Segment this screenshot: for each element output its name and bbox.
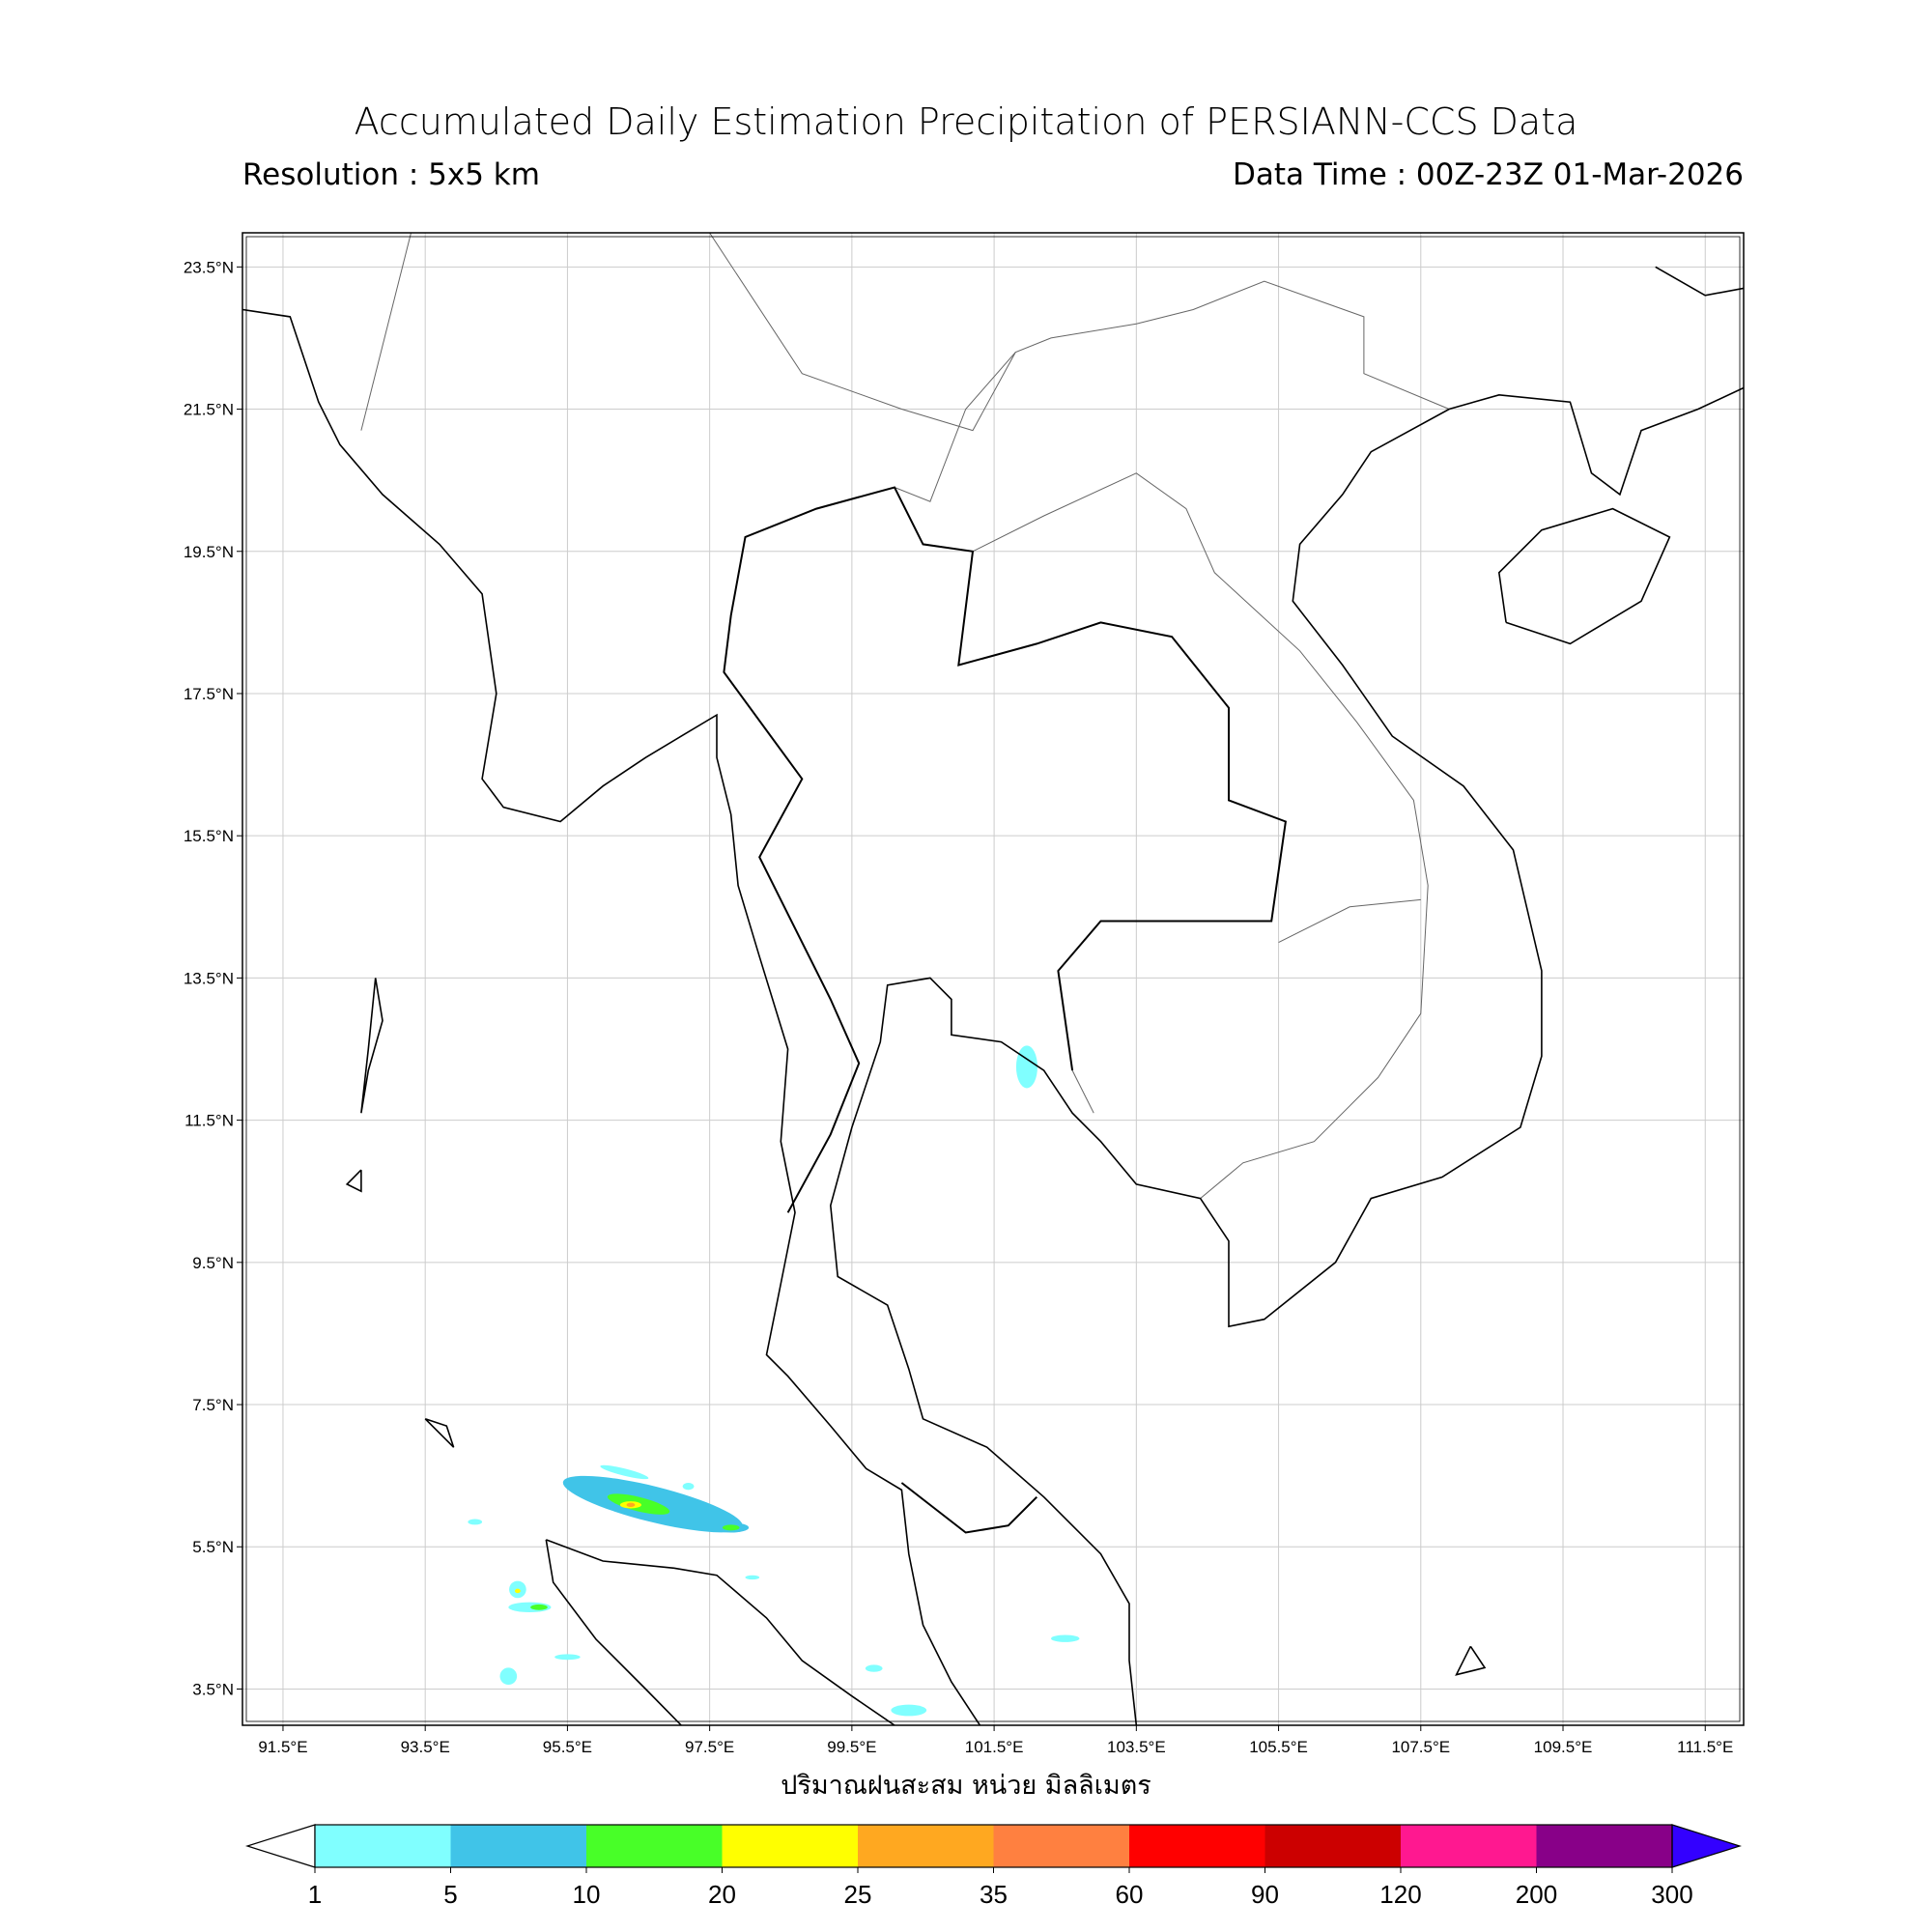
colorbar-segment bbox=[315, 1825, 451, 1867]
x-axis-label: ปริมาณฝนสะสม หน่วย มิลลิเมตร bbox=[781, 1771, 1151, 1801]
y-tick-label: 15.5°N bbox=[184, 827, 234, 845]
y-tick-label: 19.5°N bbox=[184, 543, 234, 561]
colorbar-label: 60 bbox=[1116, 1880, 1144, 1909]
coastline bbox=[1455, 1645, 1487, 1676]
x-tick-label: 91.5°E bbox=[258, 1738, 307, 1756]
y-tick-label: 7.5°N bbox=[192, 1396, 234, 1414]
y-tick-label: 23.5°N bbox=[184, 258, 234, 276]
axis-ticks: 91.5°E 93.5°E 95.5°E 97.5°E 99.5°E 101.5°E 103… bbox=[184, 258, 1733, 1756]
coastline bbox=[1497, 507, 1671, 645]
colorbar-segment bbox=[450, 1825, 587, 1867]
rain-cell bbox=[865, 1664, 883, 1672]
colorbar-under-arrow bbox=[244, 1824, 316, 1868]
colorbar-segment bbox=[586, 1825, 723, 1867]
colorbar-label: 20 bbox=[708, 1880, 736, 1909]
coastline bbox=[242, 308, 981, 1725]
rain-cell bbox=[1050, 1634, 1080, 1642]
x-tick-label: 109.5°E bbox=[1534, 1738, 1593, 1756]
colorbar-segment bbox=[1401, 1825, 1537, 1867]
coastline bbox=[829, 386, 1744, 1725]
rain-cell bbox=[722, 1524, 740, 1531]
thailand-border bbox=[900, 1482, 1038, 1534]
colorbar-label: 35 bbox=[980, 1880, 1008, 1909]
colorbar-label: 300 bbox=[1651, 1880, 1692, 1909]
colorbar-label: 5 bbox=[443, 1880, 457, 1909]
colorbar-segment bbox=[858, 1825, 994, 1867]
rain-cell bbox=[530, 1604, 548, 1610]
y-tick-label: 5.5°N bbox=[192, 1538, 234, 1556]
coastline bbox=[546, 1539, 895, 1725]
coastline bbox=[545, 1539, 682, 1725]
country-border bbox=[1071, 1069, 1094, 1114]
y-tick-label: 21.5°N bbox=[184, 401, 234, 419]
x-tick-label: 97.5°E bbox=[685, 1738, 734, 1756]
map-title: Accumulated Daily Estimation Precipitati… bbox=[354, 100, 1578, 143]
colorbar-label: 200 bbox=[1516, 1880, 1557, 1909]
rain-cell bbox=[1015, 1045, 1038, 1089]
rain-cell bbox=[682, 1483, 695, 1491]
thailand-border bbox=[723, 486, 1288, 1213]
colorbar-label: 90 bbox=[1251, 1880, 1279, 1909]
coastlines bbox=[242, 233, 1744, 1725]
y-tick-label: 9.5°N bbox=[192, 1254, 234, 1272]
rain-cell bbox=[745, 1575, 760, 1580]
rain-cell bbox=[891, 1704, 927, 1717]
rain-cell bbox=[514, 1588, 521, 1594]
coastline bbox=[345, 1169, 362, 1193]
country-border bbox=[972, 472, 1429, 1199]
x-tick-label: 93.5°E bbox=[401, 1738, 450, 1756]
colorbar-label: 1 bbox=[308, 1880, 322, 1909]
country-border bbox=[709, 233, 1450, 432]
colorbar-segment bbox=[1129, 1825, 1265, 1867]
x-tick-label: 111.5°E bbox=[1677, 1738, 1733, 1756]
colorbar-label: 120 bbox=[1379, 1880, 1421, 1909]
colorbar-segment bbox=[993, 1825, 1130, 1867]
colorbar-segment bbox=[1264, 1825, 1402, 1867]
coastline bbox=[1655, 266, 1744, 297]
colorbar-segment bbox=[722, 1825, 859, 1867]
x-tick-label: 99.5°E bbox=[827, 1738, 876, 1756]
y-tick-label: 3.5°N bbox=[192, 1680, 234, 1698]
x-tick-label: 107.5°E bbox=[1391, 1738, 1450, 1756]
data-time-label: Data Time : 00Z-23Z 01-Mar-2026 bbox=[1233, 157, 1744, 192]
rain-cell bbox=[468, 1519, 483, 1525]
map-frame bbox=[242, 232, 1745, 1726]
x-tick-label: 101.5°E bbox=[965, 1738, 1024, 1756]
y-tick-label: 17.5°N bbox=[184, 685, 234, 703]
x-tick-label: 105.5°E bbox=[1249, 1738, 1308, 1756]
country-border bbox=[894, 352, 1016, 502]
colorbar-over-arrow bbox=[1671, 1824, 1743, 1868]
colorbar: 1 5 10 20 25 35 60 90 120 200 300 bbox=[244, 1824, 1743, 1909]
y-tick-label: 11.5°N bbox=[185, 1112, 234, 1130]
coastline bbox=[424, 1418, 455, 1448]
rain-layer bbox=[468, 1045, 1080, 1717]
country-border bbox=[360, 233, 412, 431]
country-border bbox=[1278, 898, 1421, 944]
coastline bbox=[360, 978, 384, 1114]
rain-cell bbox=[600, 1464, 649, 1480]
colorbar-label: 25 bbox=[844, 1880, 872, 1909]
rain-cell bbox=[626, 1502, 636, 1508]
x-tick-label: 95.5°E bbox=[543, 1738, 592, 1756]
rain-cell bbox=[554, 1654, 581, 1661]
resolution-label: Resolution : 5x5 km bbox=[242, 157, 540, 192]
gridlines bbox=[242, 233, 1744, 1725]
rain-cell bbox=[499, 1667, 518, 1686]
y-tick-label: 13.5°N bbox=[184, 969, 234, 987]
x-tick-label: 103.5°E bbox=[1107, 1738, 1166, 1756]
colorbar-label: 10 bbox=[573, 1880, 601, 1909]
colorbar-segment bbox=[1536, 1825, 1673, 1867]
